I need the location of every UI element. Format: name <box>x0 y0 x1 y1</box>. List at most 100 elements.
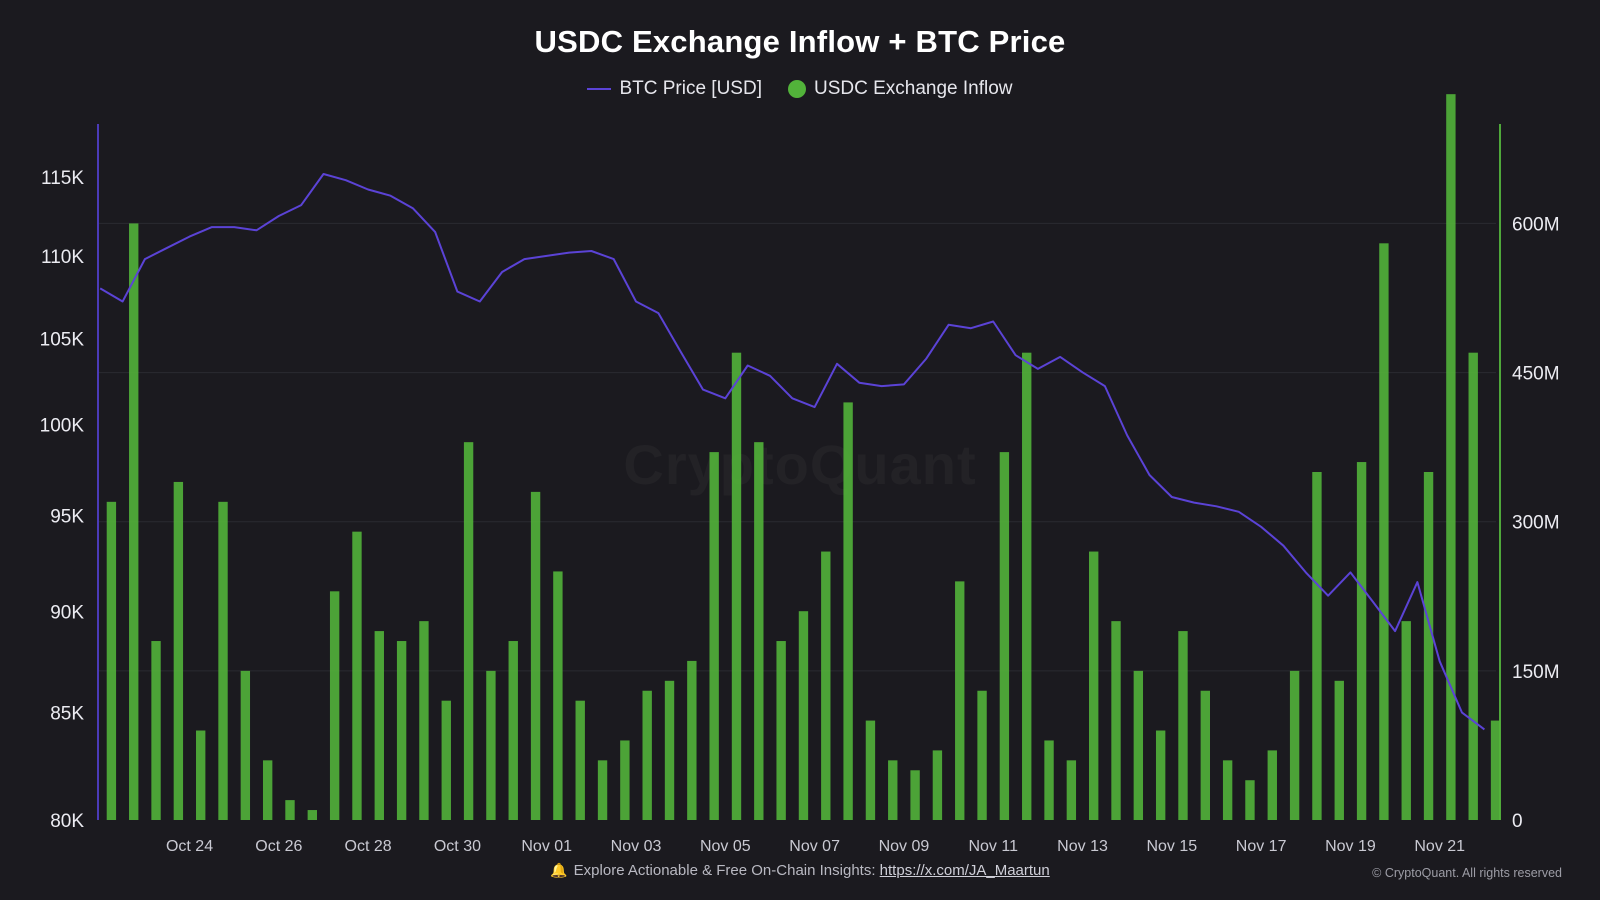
inflow-bar <box>955 581 965 820</box>
inflow-bar <box>709 452 719 820</box>
inflow-bar <box>1468 352 1478 820</box>
inflow-bar <box>932 750 943 820</box>
inflow-bar <box>553 571 563 820</box>
legend-label-usdc-inflow: USDC Exchange Inflow <box>813 78 1013 99</box>
y-right-tick-label: 150M <box>1512 662 1560 683</box>
inflow-bar <box>620 740 630 820</box>
inflow-bar <box>1133 670 1144 820</box>
legend-item-usdc-inflow[interactable]: USDC Exchange Inflow <box>787 78 1013 100</box>
inflow-bar <box>1066 760 1077 820</box>
inflow-bar <box>508 641 518 820</box>
inflow-bar <box>196 730 206 820</box>
x-tick-label: Nov 07 <box>789 838 840 855</box>
inflow-bar <box>396 641 407 820</box>
inflow-bar <box>1022 352 1032 820</box>
inflow-bar <box>240 670 251 820</box>
inflow-bar <box>1423 472 1434 820</box>
y-right-tick-label: 0 <box>1512 811 1523 832</box>
inflow-bar <box>151 641 161 820</box>
inflow-bar <box>173 481 184 820</box>
copyright: © CryptoQuant. All rights reserved <box>1372 866 1562 880</box>
y-right-tick-label: 450M <box>1512 364 1560 385</box>
y-left-tick-label: 80K <box>50 811 84 832</box>
y-left-tick-label: 100K <box>40 416 85 437</box>
inflow-bar <box>374 631 384 820</box>
y-left-tick-label: 115K <box>41 168 84 189</box>
inflow-bar <box>129 223 139 820</box>
btc-price-line <box>99 173 1485 731</box>
y-left-tick-label: 95K <box>50 507 84 528</box>
inflow-bar <box>1334 680 1344 820</box>
inflow-bar <box>1289 670 1300 820</box>
legend-dot-swatch <box>787 80 806 98</box>
y-right-tick-label: 300M <box>1512 513 1560 534</box>
inflow-bar <box>597 760 608 820</box>
inflow-bar <box>1222 760 1233 820</box>
inflow-bar <box>1379 243 1389 821</box>
legend-item-btc-price[interactable]: BTC Price [USD] <box>587 78 762 100</box>
x-tick-label: Nov 17 <box>1236 838 1287 855</box>
inflow-bar <box>821 551 831 820</box>
inflow-bar <box>1245 780 1255 820</box>
x-tick-label: Nov 13 <box>1057 838 1108 855</box>
x-tick-label: Nov 09 <box>879 838 930 855</box>
x-tick-label: Nov 03 <box>611 838 662 855</box>
inflow-bar <box>865 720 876 820</box>
inflow-bar <box>642 690 652 820</box>
chart-title: USDC Exchange Inflow + BTC Price <box>534 24 1066 59</box>
inflow-bar <box>106 501 117 820</box>
inflow-bar <box>754 442 764 820</box>
inflow-bar <box>285 800 295 820</box>
legend-label-btc-price: BTC Price [USD] <box>619 78 762 99</box>
inflow-bar <box>1401 621 1411 820</box>
inflow-bar <box>1178 631 1188 820</box>
footer-text: Explore Actionable & Free On-Chain Insig… <box>573 862 880 879</box>
bell-icon: 🔔 <box>550 862 568 878</box>
inflow-bar <box>441 700 451 820</box>
y-right-tick-label: 600M <box>1512 214 1560 235</box>
inflow-bar <box>776 641 786 820</box>
inflow-bar <box>218 501 228 820</box>
footer: 🔔 Explore Actionable & Free On-Chain Insi… <box>0 862 1600 879</box>
inflow-bar <box>486 670 496 820</box>
footer-link[interactable]: https://x.com/JA_Maartun <box>879 862 1050 879</box>
y-left-tick-label: 90K <box>50 602 84 623</box>
inflow-bar <box>262 760 273 820</box>
inflow-bar <box>1044 740 1054 820</box>
x-tick-label: Nov 05 <box>700 838 751 855</box>
x-tick-label: Nov 01 <box>521 838 572 855</box>
y-left-tick-label: 110K <box>41 247 84 268</box>
inflow-bar <box>575 700 585 820</box>
x-tick-label: Oct 28 <box>345 838 392 855</box>
inflow-bar <box>1267 750 1277 820</box>
inflow-bar <box>419 621 429 820</box>
inflow-bar <box>1490 720 1501 820</box>
legend-line-swatch <box>587 88 612 90</box>
inflow-bar <box>999 452 1010 820</box>
inflow-bar <box>530 491 541 820</box>
inflow-bar <box>731 352 742 820</box>
inflow-bar <box>463 442 474 820</box>
x-tick-label: Oct 30 <box>434 838 481 855</box>
y-left-tick-label: 85K <box>50 704 84 725</box>
inflow-bar <box>977 690 987 820</box>
inflow-bar <box>1356 462 1367 820</box>
x-tick-label: Nov 21 <box>1414 838 1465 855</box>
x-tick-label: Nov 15 <box>1146 838 1197 855</box>
x-tick-label: Oct 26 <box>255 838 302 855</box>
inflow-bar <box>687 660 697 820</box>
x-tick-label: Nov 19 <box>1325 838 1376 855</box>
inflow-bar <box>1111 621 1121 820</box>
inflow-bar <box>664 680 675 820</box>
y-left-tick-label: 105K <box>40 329 85 350</box>
inflow-bar <box>1446 94 1456 820</box>
x-tick-label: Oct 24 <box>166 838 213 855</box>
inflow-bar <box>843 402 853 820</box>
inflow-bar <box>1155 730 1166 820</box>
inflow-bar <box>1088 551 1099 820</box>
inflow-bar <box>888 760 898 820</box>
inflow-bar <box>329 591 340 820</box>
inflow-bar <box>910 770 920 820</box>
